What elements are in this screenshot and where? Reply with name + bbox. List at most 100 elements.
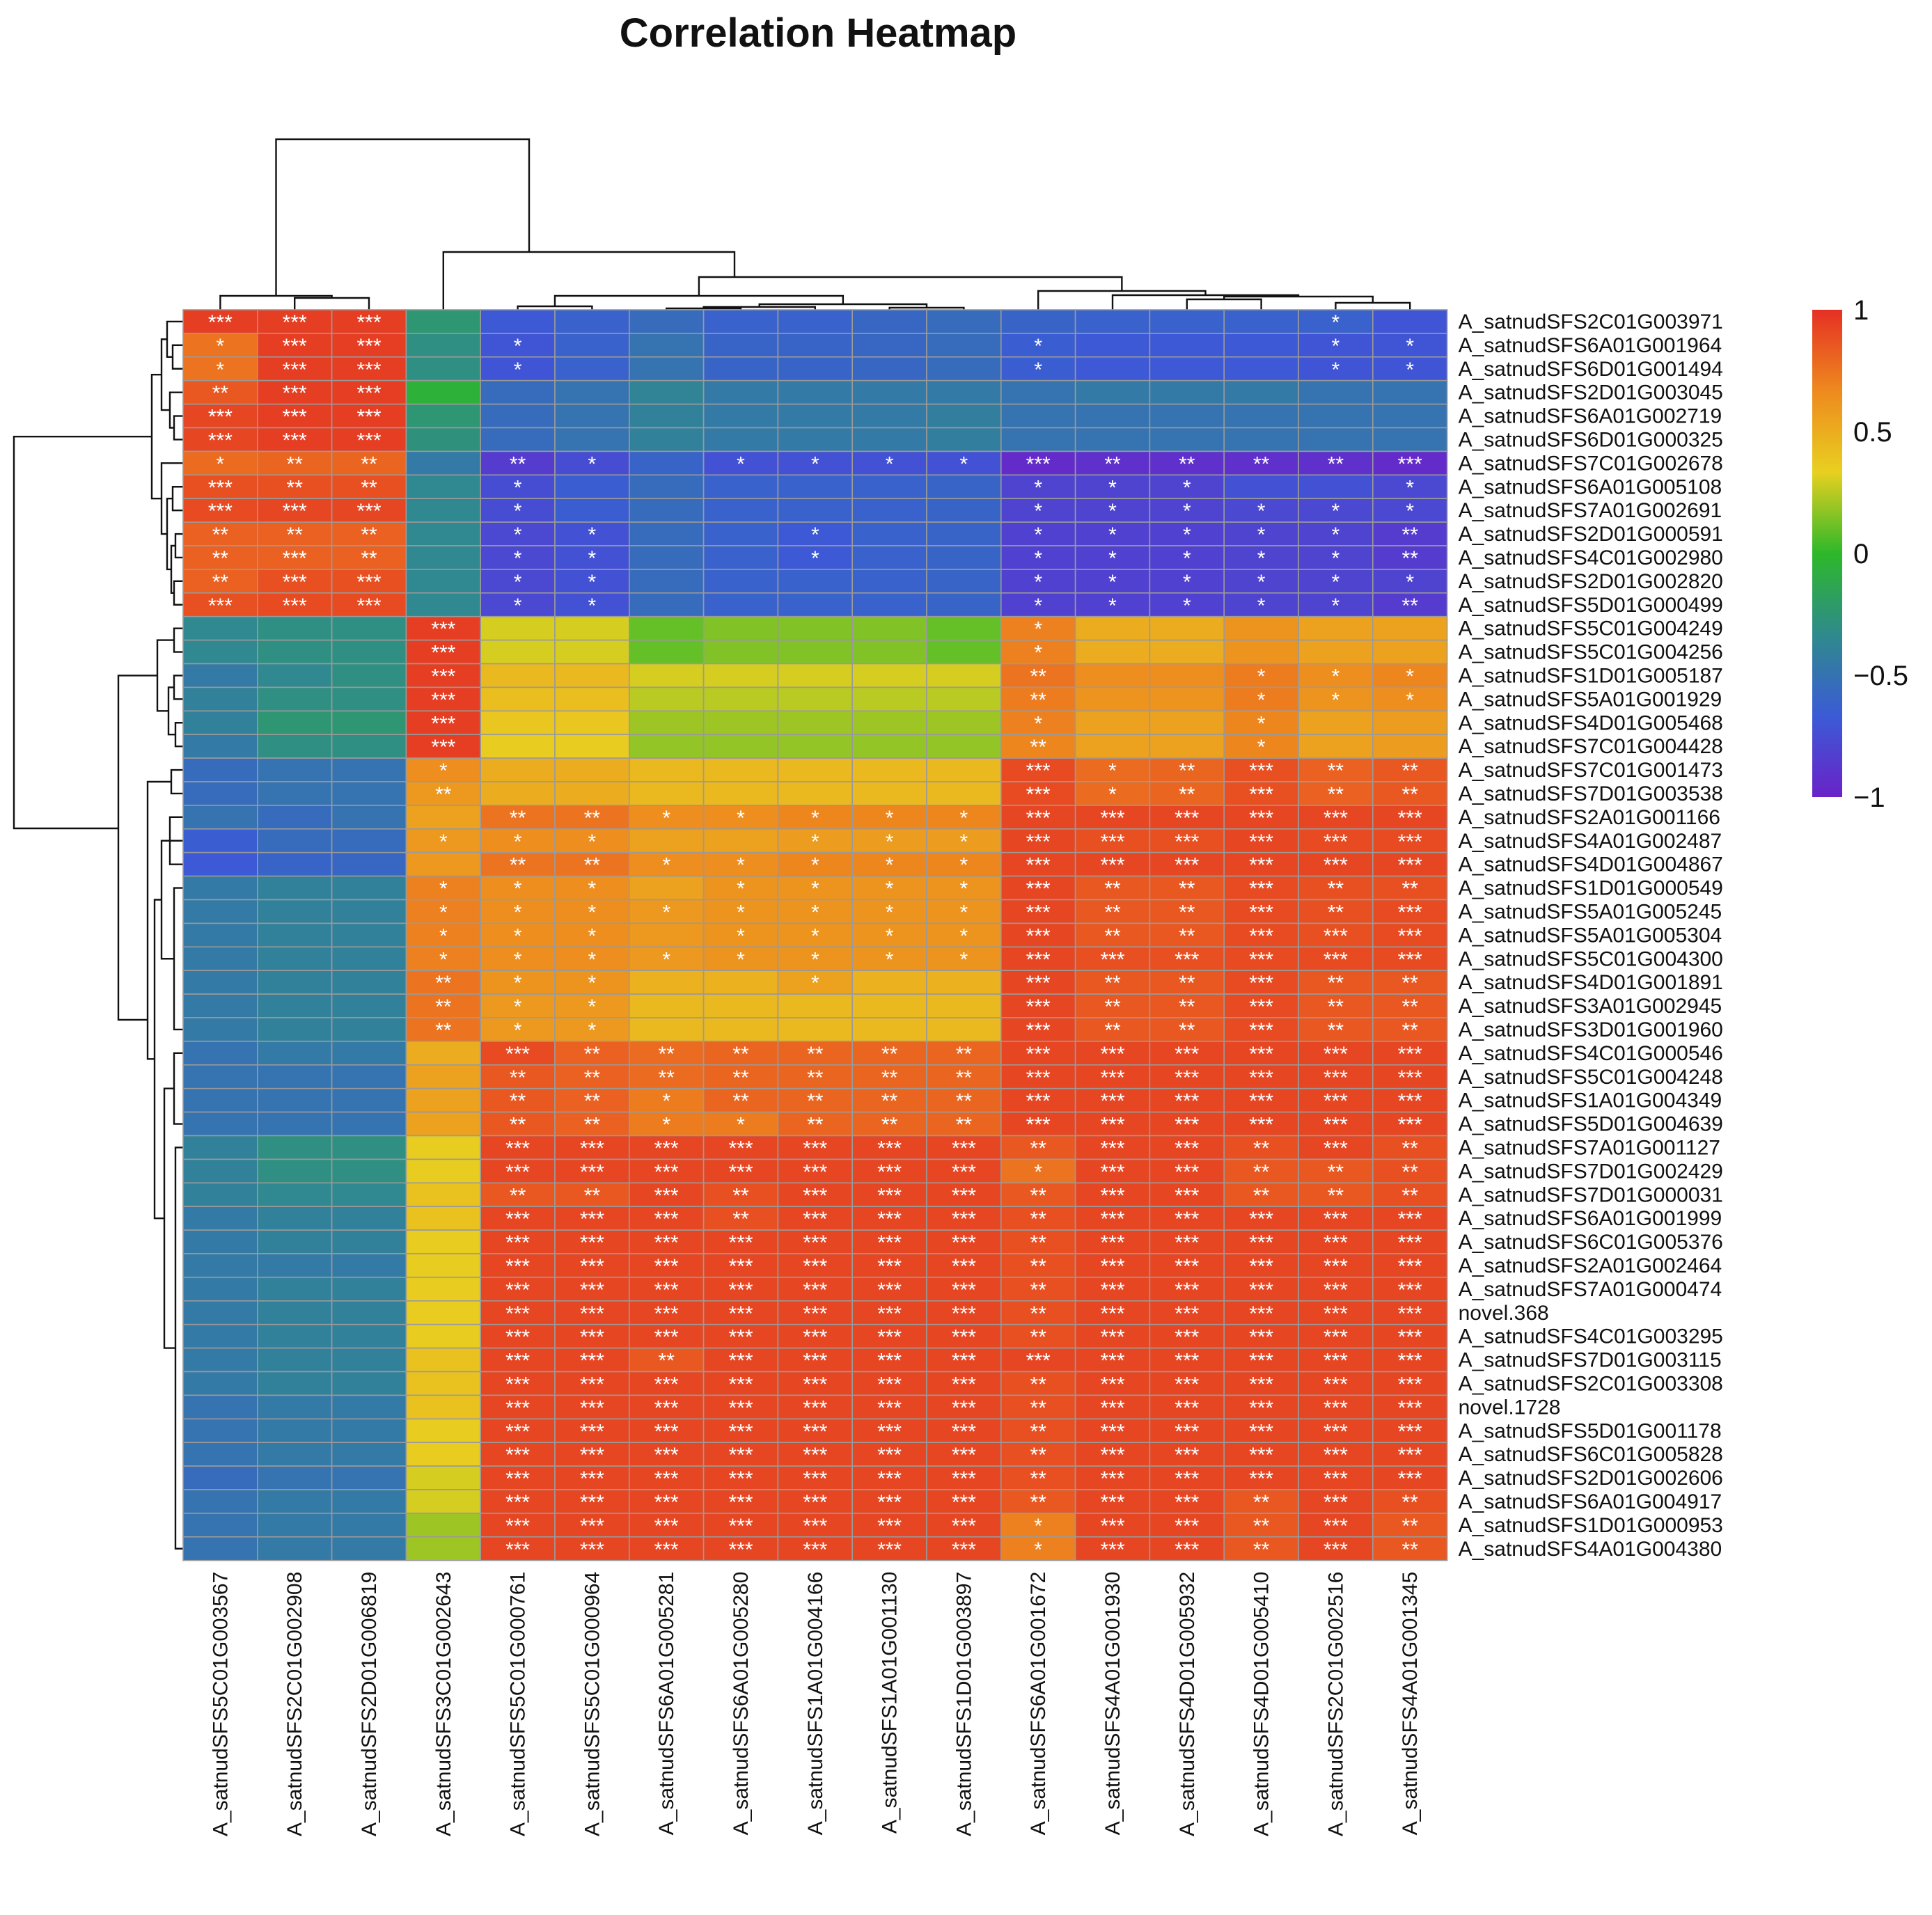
heatmap-cell — [1223, 1041, 1299, 1066]
significance-label: *** — [877, 1444, 902, 1467]
heatmap-cell — [1149, 521, 1225, 546]
heatmap-cell — [851, 521, 927, 546]
heatmap-cell — [1372, 1513, 1448, 1538]
significance-label: ** — [881, 1043, 898, 1066]
significance-label: *** — [1026, 830, 1051, 853]
heatmap-cell — [256, 521, 333, 546]
heatmap-cell — [851, 663, 927, 688]
heatmap-cell — [851, 1206, 927, 1231]
row-label: A_satnudSFS1D01G005187 — [1459, 664, 1723, 687]
significance-label: * — [1332, 500, 1340, 523]
significance-label: * — [588, 452, 597, 475]
heatmap-cell — [777, 1158, 854, 1184]
heatmap-cell — [1000, 946, 1076, 972]
significance-label: * — [886, 807, 894, 830]
significance-label: *** — [1026, 878, 1051, 901]
significance-label: *** — [431, 712, 455, 735]
significance-label: * — [1034, 335, 1042, 358]
significance-label: * — [811, 948, 819, 971]
heatmap-cell — [1149, 545, 1225, 570]
significance-label: *** — [1175, 1208, 1199, 1231]
heatmap-cell — [1298, 1418, 1374, 1444]
heatmap-cell — [1000, 1300, 1076, 1325]
heatmap-cell — [628, 639, 705, 665]
heatmap-cell — [256, 851, 333, 877]
row-label: A_satnudSFS7C01G002678 — [1459, 452, 1723, 475]
significance-label: *** — [1175, 830, 1199, 853]
significance-label: * — [588, 995, 597, 1018]
significance-label: * — [588, 924, 597, 947]
heatmap-cell — [702, 1253, 779, 1278]
heatmap-cell — [702, 993, 779, 1018]
heatmap-cell — [851, 450, 927, 476]
heatmap-cell — [926, 1253, 1002, 1278]
significance-label: ** — [1030, 1137, 1047, 1160]
heatmap-cell — [851, 970, 927, 995]
significance-label: *** — [654, 1137, 679, 1160]
heatmap-cell — [405, 1536, 482, 1561]
heatmap-cell — [702, 781, 779, 806]
significance-label: *** — [877, 1137, 902, 1160]
significance-label: * — [737, 807, 745, 830]
significance-label: ** — [510, 452, 526, 475]
significance-label: * — [1183, 500, 1191, 523]
dendrogram-link — [170, 769, 183, 795]
significance-label: *** — [1175, 1420, 1199, 1443]
heatmap-cell — [405, 805, 482, 830]
heatmap-cell — [1000, 615, 1076, 641]
significance-label: *** — [1175, 1231, 1199, 1254]
heatmap-cell — [1223, 1017, 1299, 1042]
significance-label: * — [514, 995, 522, 1018]
significance-label: *** — [1175, 1538, 1199, 1561]
heatmap-cell — [1298, 686, 1374, 712]
heatmap-cell — [1149, 427, 1225, 452]
heatmap-cell — [702, 1394, 779, 1420]
heatmap-cell — [182, 1182, 258, 1208]
heatmap-cell — [1298, 1300, 1374, 1325]
significance-label: *** — [505, 1279, 530, 1302]
significance-label: *** — [1100, 807, 1124, 830]
significance-label: *** — [803, 1326, 827, 1349]
heatmap-cell — [777, 356, 854, 381]
significance-label: ** — [1328, 1184, 1344, 1207]
heatmap-cell — [554, 663, 630, 688]
column-label: A_satnudSFS2C01G002516 — [1324, 1572, 1347, 1836]
significance-label: * — [439, 759, 448, 782]
significance-label: * — [1108, 500, 1117, 523]
heatmap-cell — [777, 333, 854, 358]
heatmap-cell — [405, 1513, 482, 1538]
heatmap-cell — [702, 1442, 779, 1467]
row-label: A_satnudSFS6D01G001494 — [1459, 358, 1723, 381]
heatmap-cell — [182, 922, 258, 948]
heatmap-cell — [926, 686, 1002, 712]
heatmap-cell — [851, 403, 927, 429]
significance-label: ** — [1030, 1467, 1047, 1490]
heatmap-cell — [1298, 1182, 1374, 1208]
heatmap-cell — [256, 639, 333, 665]
significance-label: ** — [584, 1114, 601, 1137]
heatmap-cell — [628, 309, 705, 334]
significance-label: *** — [1100, 1160, 1124, 1183]
significance-label: * — [439, 901, 448, 924]
heatmap-cell — [331, 1041, 407, 1066]
heatmap-cell — [628, 922, 705, 948]
heatmap-cell — [405, 403, 482, 429]
heatmap-cell — [1074, 427, 1151, 452]
significance-label: * — [1332, 665, 1340, 688]
significance-label: *** — [1324, 1302, 1348, 1325]
heatmap-cell — [1223, 403, 1299, 429]
significance-label: * — [514, 335, 522, 358]
significance-label: * — [1034, 642, 1042, 665]
legend-tick-label: 0.5 — [1853, 417, 1892, 448]
heatmap-cell — [1149, 663, 1225, 688]
heatmap-cell — [1149, 1371, 1225, 1396]
significance-label: * — [514, 830, 522, 853]
significance-label: *** — [654, 1279, 679, 1302]
column-label: A_satnudSFS4A01G001345 — [1399, 1572, 1422, 1836]
significance-label: *** — [1175, 1373, 1199, 1396]
significance-label: *** — [1398, 452, 1422, 475]
significance-label: ** — [1253, 1160, 1270, 1183]
significance-label: *** — [505, 1231, 530, 1254]
heatmap-cell — [851, 545, 927, 570]
significance-label: *** — [505, 1444, 530, 1467]
